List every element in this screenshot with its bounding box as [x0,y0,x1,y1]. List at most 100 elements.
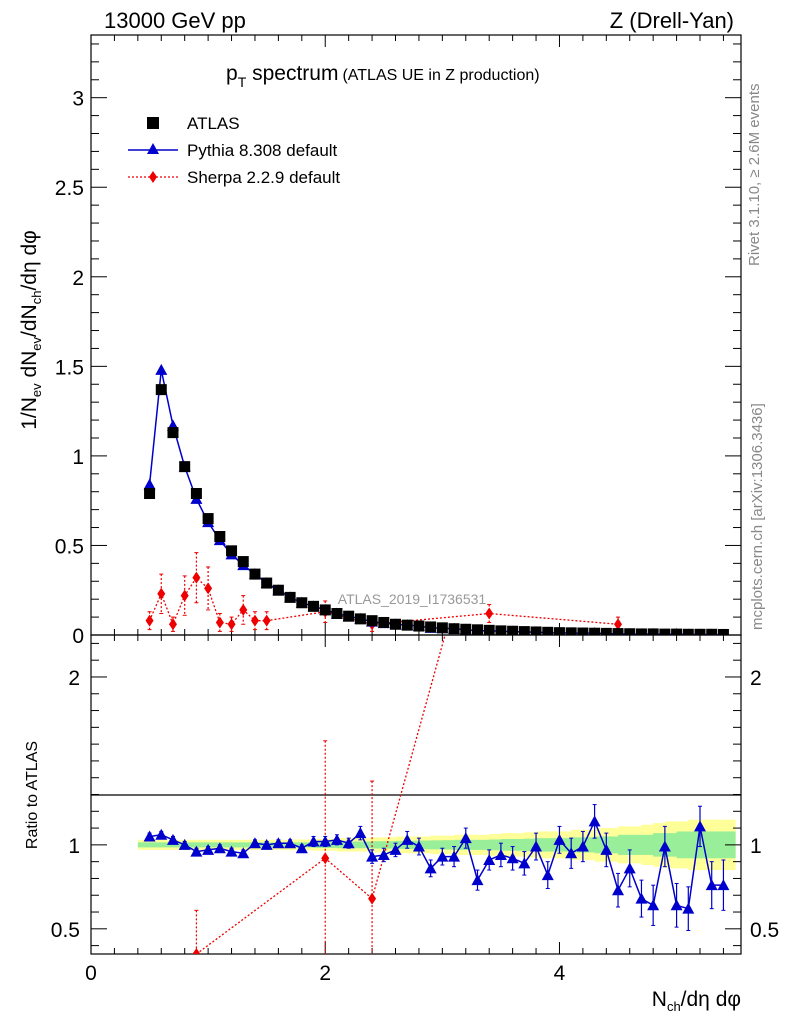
ratio-pythia-point [600,843,613,855]
ratio-pythia-point [248,837,261,849]
band-inner-bin [208,842,221,848]
rivet-label: Rivet 3.1.10, ≥ 2.6M events [746,83,763,267]
band-inner-bin [500,838,514,851]
band-inner-bin [629,834,642,855]
main-atlas-point [600,627,612,635]
ratio-pythia-point [389,843,402,855]
main-sherpa-point [215,616,224,629]
band-inner-bin [149,842,162,848]
ratio-sherpa-point [368,892,377,905]
main-atlas-point [471,624,483,635]
main-atlas-point [226,545,238,557]
band-inner-bin [465,839,478,850]
main-y-tick-label: 2.5 [55,177,84,200]
main-atlas-point [460,623,472,635]
main-atlas-point [284,591,296,603]
ratio-pythia-point [155,828,168,840]
ratio-band-inner [137,831,736,859]
band-inner-bin [383,841,397,849]
legend: ATLAS Pythia 8.308 default Sherpa 2.2.9 … [128,114,340,187]
main-atlas-point [167,427,179,439]
main-sherpa-point [262,614,271,627]
main-atlas-point [296,597,308,609]
ratio-pythia-point [483,853,496,865]
main-atlas-series [144,384,729,635]
ratio-pythia-point [319,835,332,847]
main-atlas-point [483,624,495,635]
ratio-pythia-point [178,838,191,850]
main-atlas-point [565,627,577,635]
ratio-sherpa-point [321,852,330,865]
ratio-pythia-point [342,837,355,849]
main-atlas-point [237,556,249,568]
band-inner-bin [231,842,244,848]
main-y-tick-label: 1 [72,446,84,469]
ratio-pythia-point [717,879,730,891]
x-tick-label: 2 [319,962,331,985]
band-inner-bin [454,839,467,850]
main-y-tick-label: 0 [72,625,84,648]
main-atlas-point [624,628,636,635]
band-inner-bin [266,842,279,848]
ratio-pythia-point [330,833,343,845]
tick-labels: 0 2 400.511.522.530.5 0.51 12 2 [51,88,779,985]
legend-sherpa-label: Sherpa 2.2.9 default [187,168,340,187]
ratio-pythia-point [459,832,472,844]
main-atlas-point [659,628,671,635]
ratio-pythia-point [682,902,695,914]
analysis-watermark: ATLAS_2019_I1736531 [338,591,487,607]
legend-sherpa-marker [149,171,157,183]
plot-title: pT spectrum (ATLAS UE in Z production) [226,62,540,90]
main-atlas-point [436,622,448,634]
band-inner-bin [290,842,303,848]
band-inner-bin [172,842,186,848]
main-sherpa-point [239,603,248,616]
ratio-y-tick-label-right: 2 [750,667,762,690]
band-inner-bin [184,842,197,848]
main-sherpa-point [157,587,166,600]
ratio-y-tick-label: 0.5 [51,919,80,942]
ratio-pythia-point [576,840,589,852]
ratio-sherpa-series [192,635,446,954]
ratio-pythia-point [518,857,531,869]
ratio-pythia-point [494,848,507,860]
main-atlas-point [507,625,519,635]
ratio-pythia-point [530,840,543,852]
main-sherpa-point [145,614,154,627]
main-atlas-point [354,613,366,625]
main-pythia-point [143,478,156,490]
band-inner-bin [688,831,701,859]
ratio-pythia-point [213,842,226,854]
ratio-pythia-point [143,830,156,842]
main-atlas-point [319,604,331,616]
main-atlas-point [308,600,320,612]
band-inner-bin [676,831,689,859]
main-atlas-point [682,628,694,635]
axis-ticks [90,35,741,954]
main-sherpa-series [145,552,623,632]
main-atlas-point [694,628,706,635]
main-atlas-point [542,626,554,635]
legend-pythia-marker [147,143,159,154]
main-atlas-point [518,626,530,635]
main-atlas-point [155,384,167,396]
ratio-pythia-point [354,827,367,839]
band-inner-bin [407,840,420,850]
legend-atlas-marker [147,117,159,129]
ratio-pythia-point [565,847,578,859]
ratio-pythia-point [588,815,601,827]
main-y-tick-label: 0.5 [55,535,84,558]
main-atlas-point [671,628,683,635]
main-sherpa-point [485,607,494,620]
band-inner-bin [325,841,338,848]
ratio-pythia-point [260,838,273,850]
ratio-pythia-point [506,852,519,864]
main-atlas-point [249,568,261,580]
legend-pythia-label: Pythia 8.308 default [187,141,338,160]
band-inner-bin [641,834,654,855]
main-pythia-point [155,363,168,375]
ratio-pythia-point [541,869,554,881]
main-sherpa-line [148,576,619,627]
ratio-pythia-point [190,845,203,857]
band-inner-bin [161,842,174,848]
